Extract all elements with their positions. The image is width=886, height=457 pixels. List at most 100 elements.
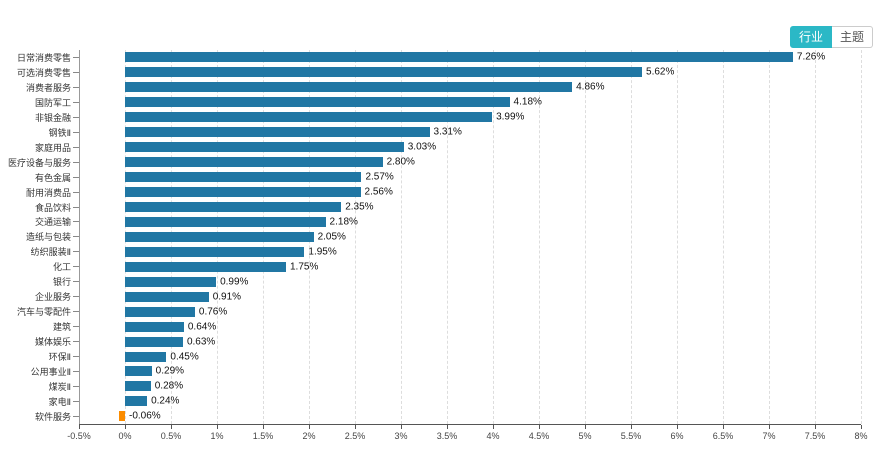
value-label: 0.29% [155, 365, 185, 377]
category-tick [73, 356, 79, 358]
chart-row: 纺织服装Ⅱ 1.95% [0, 244, 886, 259]
chart-row: 有色金属 2.57% [0, 170, 886, 185]
value-label: 7.26% [796, 51, 826, 63]
value-label: 3.31% [433, 126, 462, 138]
category-tick [73, 370, 79, 372]
category-tick [73, 296, 79, 298]
bar [125, 261, 286, 272]
category-label: 医疗设备与服务 [7, 157, 71, 168]
x-tick-label: 4.5% [528, 431, 550, 441]
chart-row: 家电Ⅱ 0.24% [0, 394, 886, 409]
x-axis-tick [401, 425, 402, 429]
bar-track: 0.29% [79, 364, 861, 379]
category-tick [73, 236, 79, 238]
chart-row: 化工 1.75% [0, 259, 886, 274]
category-tick [73, 341, 79, 343]
bar [125, 336, 183, 347]
bar [125, 381, 151, 392]
category-tick [73, 176, 79, 178]
bar-track: 0.28% [79, 379, 861, 394]
value-label: 2.80% [386, 156, 415, 168]
bar [125, 82, 573, 93]
x-tick-label: 1.5% [252, 431, 274, 441]
category-label: 建筑 [52, 322, 71, 333]
bar-track: 7.26% [79, 50, 861, 65]
value-label: 4.18% [513, 96, 542, 108]
bar-track: 2.56% [79, 185, 861, 200]
bar [125, 157, 383, 168]
value-label: 0.45% [170, 351, 199, 363]
value-label: 1.95% [308, 246, 337, 258]
value-label: 0.63% [186, 336, 216, 348]
bar [125, 306, 195, 317]
bar [125, 97, 510, 108]
x-axis-tick [309, 425, 310, 429]
bar [125, 202, 342, 212]
x-tick-label: 6.5% [712, 431, 734, 441]
value-label: 0.99% [220, 276, 249, 288]
bar [125, 187, 361, 198]
bar-chart: 日常消费零售 7.26% 可选消费零售 5.62% 消费者服务 4.86% 国防军工 4.18… [0, 50, 886, 424]
bar-track: -0.06% [79, 409, 861, 424]
x-axis-tick [723, 425, 724, 429]
bar [125, 291, 209, 302]
category-tick [73, 266, 79, 268]
value-label: -0.06% [129, 410, 161, 422]
category-tick [73, 400, 79, 402]
x-tick-label: 4% [486, 431, 500, 441]
category-label: 交通运输 [34, 217, 71, 228]
bar-track: 2.05% [79, 229, 861, 244]
bar-track: 2.57% [79, 170, 861, 185]
bar [125, 396, 148, 407]
x-tick-label: 7.5% [804, 431, 826, 441]
chart-row: 公用事业Ⅱ 0.29% [0, 364, 886, 379]
x-axis-tick [355, 425, 356, 429]
category-tick [73, 56, 79, 58]
category-label: 日常消费零售 [16, 52, 71, 63]
chart-row: 建筑 0.64% [0, 319, 886, 334]
category-label: 可选消费零售 [16, 67, 71, 78]
x-tick-label: 3.5% [436, 431, 458, 441]
category-tick [73, 281, 79, 283]
tab-industry[interactable]: 行业 [789, 26, 832, 48]
x-axis-tick [631, 425, 632, 429]
bar [125, 142, 404, 153]
value-label: 0.76% [198, 306, 228, 318]
chart-row: 食品饮料 2.35% [0, 200, 886, 215]
category-label: 消费者服务 [25, 82, 71, 93]
category-label: 公用事业Ⅱ [30, 366, 71, 377]
x-tick-label: 2% [302, 431, 316, 441]
value-label: 5.62% [646, 66, 675, 78]
chart-row: 交通运输 2.18% [0, 214, 886, 229]
bar [119, 411, 125, 422]
category-tick [73, 221, 79, 223]
bar [125, 276, 217, 287]
chart-row: 耐用消费品 2.56% [0, 185, 886, 200]
x-tick-label: 1% [210, 431, 224, 441]
value-label: 2.57% [365, 171, 394, 183]
category-tick [73, 311, 79, 313]
bar-track: 4.86% [79, 80, 861, 95]
bar [125, 127, 430, 138]
category-tick [73, 191, 79, 193]
bar [125, 172, 362, 183]
x-axis-tick [447, 425, 448, 429]
category-tick [73, 116, 79, 118]
bar [125, 321, 184, 332]
chart-row: 媒体娱乐 0.63% [0, 334, 886, 349]
category-label: 企业服务 [34, 292, 71, 303]
bar-track: 0.99% [79, 274, 861, 289]
category-tick [73, 101, 79, 103]
bar-track: 1.95% [79, 244, 861, 259]
x-tick-label: -0.5% [67, 431, 91, 441]
x-axis: -0.5% 0% 0.5% 1% 1.5% 2% 2.5% 3% 3.5% 4% 4.5% 5% 5.5… [67, 424, 868, 455]
bar [125, 67, 643, 78]
category-label: 国防军工 [34, 97, 71, 108]
bar-track: 1.75% [79, 259, 861, 274]
category-label: 耐用消费品 [25, 187, 71, 198]
chart-row: 家庭用品 3.03% [0, 140, 886, 155]
chart-row: 非银金融 3.99% [0, 110, 886, 125]
tab-theme[interactable]: 主题 [831, 26, 873, 48]
bar-track: 5.62% [79, 65, 861, 80]
bar-track: 3.03% [79, 140, 861, 155]
